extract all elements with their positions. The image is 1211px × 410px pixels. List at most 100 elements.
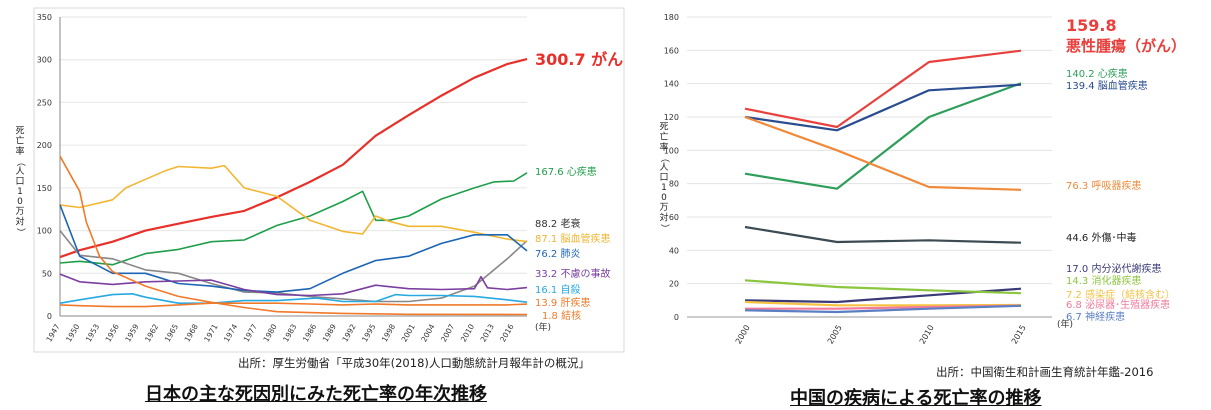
japan-series-label: 87.1 脳血管疾患 [535, 232, 610, 245]
japan-series-label: 33.2 不慮の事故 [535, 267, 610, 280]
svg-text:（: （ [659, 153, 670, 162]
svg-text:口: 口 [15, 177, 24, 187]
japan-x-tick-label: 1974 [222, 322, 239, 343]
japan-y-tick-label: 100 [37, 227, 52, 236]
japan-series-label: 76.2 肺炎 [535, 248, 580, 260]
china-series-line [744, 279, 1022, 295]
japan-x-tick-label: 1995 [360, 322, 377, 343]
svg-text:対: 対 [659, 211, 668, 223]
japan-series-label: 1.8 結核 [542, 309, 581, 322]
japan-x-tick-label: 1989 [321, 322, 338, 343]
japan-x-tick-label: 2013 [479, 322, 496, 343]
japan-series-line [59, 273, 528, 297]
svg-text:口: 口 [659, 173, 668, 183]
china-series-line [744, 300, 1022, 307]
japan-series-label: 88.2 老衰 [535, 217, 580, 230]
svg-text:死: 死 [15, 126, 24, 137]
japan-x-tick-label: 1968 [183, 322, 200, 343]
japan-x-tick-label: 1947 [44, 322, 61, 343]
japan-x-tick-label: 1956 [104, 322, 121, 343]
japan-series-line [59, 204, 528, 293]
china-series-line [744, 287, 1022, 304]
china-x-tick-label: 2005 [826, 324, 844, 346]
china-y-tick-label: 0 [674, 313, 679, 322]
china-source: 出所：中国衛生和計画生育統計年鑑-2016 [936, 365, 1154, 379]
japan-y-tick-label: 150 [37, 184, 52, 193]
japan-y-tick-label: 250 [37, 98, 52, 107]
china-x-unit: (年) [1057, 318, 1073, 330]
japan-series-line [59, 164, 528, 243]
svg-text:万: 万 [15, 207, 24, 217]
japan-y-tick-label: 300 [37, 56, 52, 65]
japan-x-tick-label: 1962 [143, 322, 160, 343]
svg-text:万: 万 [659, 203, 668, 213]
svg-text:1: 1 [661, 183, 667, 193]
svg-text:）: ） [15, 228, 26, 237]
japan-y-tick-label: 50 [42, 269, 52, 278]
japan-series-line [59, 172, 528, 266]
china-series-label: 140.2 心疾患 [1066, 67, 1128, 80]
china-series-label: 139.4 脳血管疾患 [1066, 79, 1148, 92]
japan-series-label: 300.7 がん [535, 50, 623, 69]
japan-x-tick-label: 1992 [340, 322, 357, 343]
japan-y-tick-label: 200 [37, 141, 52, 150]
japan-series-line [59, 58, 528, 259]
japan-caption: 日本の主な死因別にみた死亡率の年次推移 [145, 384, 487, 405]
china-caption: 中国の疾病による死亡率の推移 [790, 388, 1042, 409]
china-series-value-label: 159.8 [1066, 16, 1117, 35]
japan-y-tick-label: 350 [37, 13, 52, 22]
china-y-tick-label: 20 [669, 280, 679, 289]
japan-x-tick-label: 1965 [163, 322, 180, 343]
china-series-label: 14.3 消化器疾患 [1066, 274, 1141, 287]
china-series-label: 6.7 神経疾患 [1066, 310, 1125, 323]
svg-text:人: 人 [659, 162, 668, 173]
china-series-label: 76.3 呼吸器疾患 [1066, 179, 1141, 192]
japan-x-tick-label: 1983 [281, 322, 298, 343]
china-y-tick-label: 80 [669, 180, 679, 189]
china-x-tick-label: 2010 [918, 324, 936, 346]
japan-x-tick-label: 2001 [400, 322, 417, 343]
svg-text:死: 死 [659, 122, 668, 133]
svg-text:1: 1 [17, 187, 23, 197]
china-series-label: 6.8 泌尿器･生殖器疾患 [1066, 298, 1170, 311]
japan-series-label: 13.9 肝疾患 [535, 296, 590, 309]
china-series-line [744, 115, 1022, 191]
japan-y-tick-label: 0 [47, 312, 52, 321]
japan-x-tick-label: 1959 [123, 322, 140, 343]
japan-x-tick-label: 1950 [64, 322, 81, 343]
japan-x-tick-label: 1971 [202, 322, 219, 343]
japan-x-tick-label: 1998 [380, 322, 397, 343]
japan-series-line [59, 293, 528, 304]
svg-text:人: 人 [15, 166, 24, 177]
china-y-tick-label: 120 [664, 113, 679, 122]
japan-x-tick-label: 1980 [261, 322, 278, 343]
china-y-tick-label: 60 [669, 213, 679, 222]
china-series-label: 17.0 内分泌代謝疾患 [1066, 262, 1161, 275]
japan-x-tick-label: 2016 [498, 322, 515, 343]
svg-text:（: （ [15, 157, 26, 166]
japan-series-label: 167.6 心疾患 [535, 165, 597, 178]
china-series-label: 44.6 外傷･中毒 [1066, 231, 1136, 244]
china-y-tick-label: 180 [664, 13, 679, 22]
china-chart: 0 20 40 60 80 100 120 140 160 180 2000 2005 2010 2015… [659, 13, 1186, 346]
china-series-label: 悪性腫瘍（がん） [1066, 37, 1186, 55]
japan-series-line [59, 155, 528, 316]
china-series-line [744, 304, 1022, 314]
japan-source: 出所：厚生労働省「平成30年(2018)人口動態統計月報年計の概況」 [238, 356, 590, 370]
japan-x-tick-label: 1977 [242, 322, 259, 343]
svg-text:亡: 亡 [659, 131, 668, 143]
japan-chart: 0 50 100 150 200 250 300 350 1947 1950 1953 1956 195… [15, 7, 625, 353]
svg-text:対: 対 [15, 215, 24, 227]
svg-text:率: 率 [15, 145, 24, 157]
china-series-line [744, 225, 1022, 244]
japan-x-tick-label: 1986 [301, 322, 318, 343]
japan-x-tick-label: 1953 [84, 322, 101, 343]
china-series-line [744, 83, 1022, 132]
svg-text:亡: 亡 [15, 135, 24, 147]
svg-text:0: 0 [17, 197, 23, 207]
china-y-tick-label: 40 [669, 246, 679, 255]
japan-frame [33, 7, 625, 353]
svg-text:）: ） [659, 224, 670, 233]
